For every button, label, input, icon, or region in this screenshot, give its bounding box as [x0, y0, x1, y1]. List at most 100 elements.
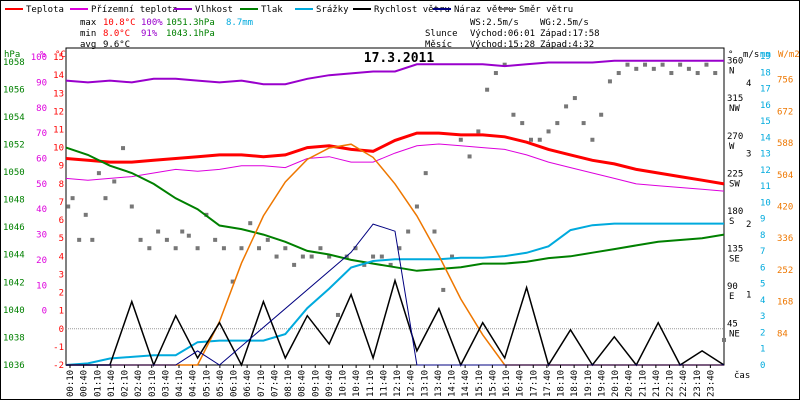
wind-direction-point [634, 66, 639, 71]
tick-solar: 336 [777, 234, 793, 244]
wind-direction-point [695, 71, 700, 76]
series-tlak [65, 146, 725, 272]
wind-direction-point [90, 237, 95, 242]
tick-mm: 6 [760, 263, 765, 273]
tick-hpa: 1036 [3, 361, 25, 371]
x-tick-label: 18:10 [557, 370, 567, 397]
x-axis-unit: čas [734, 370, 750, 381]
wind-direction-point [195, 246, 200, 251]
wind-direction-point [722, 337, 726, 342]
x-tick-label: 10:40 [352, 370, 362, 397]
tick-celsius: -1 [53, 343, 64, 353]
tick-mm: 16 [760, 101, 771, 111]
wind-direction-point [112, 179, 117, 184]
chart-title: 17.3.2011 [364, 51, 435, 66]
tick-solar: 420 [777, 203, 793, 213]
axis-units: hPa% °C ° m/s mm W/m2 [4, 50, 800, 60]
x-tick-label: 14:40 [461, 370, 471, 397]
tick-hpa: 1054 [3, 113, 25, 123]
tick-solar: 756 [777, 76, 793, 86]
series-pocitova [65, 143, 725, 192]
tick-mm: 10 [760, 198, 771, 208]
tick-solar: 168 [777, 298, 793, 308]
wind-direction-point [283, 246, 288, 251]
tick-percent: 10 [36, 281, 47, 291]
wind-direction-point [423, 171, 428, 176]
x-tick-label: 03:40 [161, 370, 171, 397]
tick-direction: 360 [727, 57, 743, 67]
x-tick-label: 23:40 [706, 370, 716, 397]
tick-celsius: 7 [59, 198, 64, 208]
wind-direction-point [678, 62, 683, 67]
tick-percent: 40 [36, 205, 47, 215]
stats-min-hum: 91% [141, 29, 158, 39]
x-tick-label: 10:10 [339, 370, 349, 397]
x-tick-label: 03:10 [148, 370, 158, 397]
tick-percent: 60 [36, 154, 47, 164]
wind-direction-point [164, 237, 169, 242]
series-rychlost [66, 277, 725, 368]
stats-block: max 10.8°C 100% 1051.3hPa 8.7mm min 8.0°… [80, 18, 253, 50]
tick-solar: 504 [777, 171, 793, 181]
wind-direction-point [441, 287, 446, 292]
tick-direction-label: NE [729, 329, 740, 339]
x-tick-label: 19:10 [584, 370, 594, 397]
unit-celsius: °C [55, 50, 66, 60]
stats-avg-label: avg [80, 40, 96, 50]
legend-label-smer: Směr větru [519, 5, 573, 15]
tick-celsius: -2 [53, 361, 64, 371]
x-tick-label: 21:10 [638, 370, 648, 397]
wind-direction-point [388, 262, 393, 267]
x-tick-label: 18:40 [570, 370, 580, 397]
x-tick-label: 00:10 [66, 370, 76, 397]
wind-direction-point [581, 121, 586, 126]
tick-celsius: 0 [59, 325, 64, 335]
tick-direction: 315 [727, 94, 743, 104]
x-tick-label: 12:10 [393, 370, 403, 397]
axes: 1058105610541052105010481046104410421040… [3, 52, 793, 371]
wind-direction-point [616, 71, 621, 76]
wind-direction-point [103, 196, 108, 201]
tick-hpa: 1042 [3, 278, 25, 288]
tick-percent: 30 [36, 231, 47, 241]
moon-label: Měsíc [425, 40, 452, 50]
tick-direction: 135 [727, 244, 743, 254]
legend-label-rychlost: Rychlost větru [374, 5, 450, 15]
x-tick-label: 19:40 [597, 370, 607, 397]
tick-mm: 15 [760, 117, 771, 127]
tick-ms: 4 [746, 79, 751, 89]
stats-min-label: min [80, 29, 96, 39]
wind-direction-point [651, 66, 656, 71]
wind-direction-point [327, 254, 332, 259]
x-tick-label: 04:10 [175, 370, 185, 397]
x-tick-label: 07:10 [257, 370, 267, 397]
wind-direction-point [669, 71, 674, 76]
series-vlhkost [65, 59, 724, 86]
wind-direction-point [450, 254, 455, 259]
wind-wg: WG:2.5m/s [540, 18, 589, 28]
x-tick-label: 05:40 [216, 370, 226, 397]
wind-direction-point [70, 196, 75, 201]
x-tick-label: 13:40 [434, 370, 444, 397]
x-tick-label: 16:10 [502, 370, 512, 397]
wind-direction-point [292, 262, 297, 267]
tick-direction-label: W [729, 142, 735, 152]
unit-hpa: hPa [4, 50, 20, 60]
legend-label-naraz: Náraz větru [454, 5, 514, 15]
wind-direction-point [156, 229, 161, 234]
wind-direction-point [502, 62, 507, 67]
unit-mm: mm [760, 50, 771, 60]
tick-mm: 12 [760, 166, 771, 176]
tick-mm: 11 [760, 182, 771, 192]
x-tick-label: 21:40 [652, 370, 662, 397]
tick-percent: 50 [36, 180, 47, 190]
stats-max-temp: 10.8°C [103, 18, 136, 28]
sun-rise: Východ:06:01 [470, 29, 535, 39]
wind-direction-point [213, 237, 218, 242]
moon-set: Západ:4:32 [540, 40, 594, 50]
legend: Teplota Přízemní teplota Vlhkost Tlak Srážky… [5, 5, 573, 15]
tick-percent: 20 [36, 256, 47, 266]
tick-mm: 19 [760, 52, 771, 62]
wind-direction-point [406, 229, 411, 234]
series-teplota [65, 131, 725, 186]
